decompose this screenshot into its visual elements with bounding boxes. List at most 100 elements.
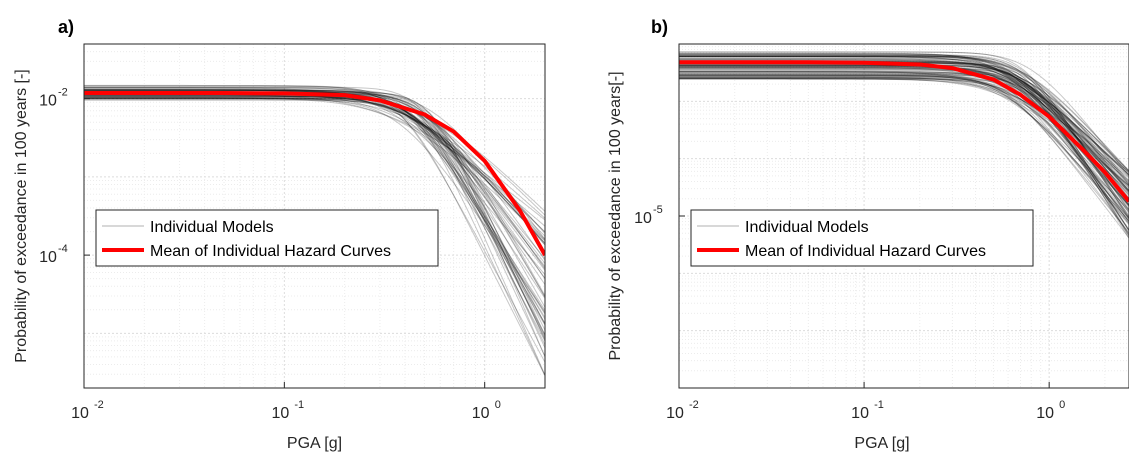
y-tick-exponent: -5 — [653, 204, 663, 216]
individual-model-curve — [679, 74, 1129, 224]
individual-model-curve — [679, 78, 1129, 173]
individual-model-curve — [679, 70, 1129, 199]
legend-label-mean: Mean of Individual Hazard Curves — [745, 243, 986, 260]
individual-model-curve — [679, 70, 1129, 183]
individual-model-curve — [84, 95, 545, 376]
y-tick-label: 10 — [39, 93, 57, 110]
x-axis-label: PGA [g] — [287, 435, 342, 452]
individual-model-curve — [679, 65, 1129, 218]
individual-model-curve — [84, 95, 545, 245]
x-tick-label: 10 — [271, 405, 289, 422]
individual-model-curve — [679, 74, 1129, 231]
individual-model-curve — [84, 95, 545, 269]
legend: Individual Models Mean of Individual Haza… — [95, 209, 439, 267]
y-axis-label: Probability of exceedance in 100 years [… — [13, 69, 30, 363]
individual-model-curve — [84, 96, 545, 339]
x-tick-exponent: 0 — [495, 399, 501, 411]
axes-box — [83, 43, 546, 389]
individual-model-curve — [679, 72, 1129, 235]
individual-model-curve — [679, 78, 1129, 189]
individual-model-curve — [679, 75, 1129, 239]
individual-model-curve — [84, 90, 545, 296]
individual-model-curve — [84, 90, 545, 271]
individual-model-curve — [679, 75, 1129, 226]
individual-model-curve — [679, 69, 1129, 223]
individual-model-curve — [84, 88, 545, 240]
individual-model-curve — [679, 77, 1129, 206]
mean-curve-series — [679, 60, 1129, 203]
individual-model-curve — [679, 66, 1129, 176]
individual-model-curve — [679, 76, 1129, 178]
individual-model-curve — [679, 53, 1129, 194]
individual-model-curve — [679, 55, 1129, 175]
individual-model-curve — [84, 89, 545, 342]
legend-label-individual: Individual Models — [745, 219, 869, 236]
individual-model-curve — [679, 78, 1129, 236]
individual-model-curve — [84, 97, 545, 336]
legend-box — [95, 209, 439, 267]
individual-model-curve — [84, 95, 545, 267]
y-tick-label: 10 — [634, 210, 652, 227]
individual-model-curve — [679, 71, 1129, 234]
individual-model-curve — [84, 86, 545, 349]
panel-label: b) — [651, 17, 668, 37]
y-tick-label: 10 — [39, 249, 57, 266]
mean-hazard-curve — [84, 91, 545, 257]
individual-model-curve — [84, 89, 545, 270]
x-tick-exponent: -2 — [94, 399, 104, 411]
individual-model-curve — [679, 55, 1129, 192]
individual-model-curve — [84, 98, 545, 357]
legend-box — [690, 209, 1034, 267]
individual-model-curve — [679, 54, 1129, 211]
individual-model-curve — [84, 97, 545, 241]
individual-model-curve — [679, 65, 1129, 220]
individual-model-curve — [679, 72, 1129, 214]
x-tick-label: 10 — [71, 405, 89, 422]
individual-model-curve — [679, 76, 1129, 210]
legend-label-individual: Individual Models — [150, 219, 274, 236]
individual-model-curve — [679, 76, 1129, 201]
x-tick-exponent: -1 — [874, 399, 884, 411]
individual-model-curve — [84, 98, 545, 325]
x-axis-label: PGA [g] — [854, 435, 909, 452]
individual-model-curve — [679, 65, 1129, 174]
individual-model-curve — [679, 78, 1129, 187]
individual-model-curve — [84, 96, 545, 308]
individual-models-series — [84, 84, 545, 376]
individual-model-curve — [84, 86, 545, 326]
individual-model-curve — [84, 98, 545, 313]
individual-model-curve — [679, 68, 1129, 186]
individual-model-curve — [84, 97, 545, 264]
x-tick-label: 10 — [1036, 405, 1054, 422]
individual-model-curve — [84, 89, 545, 260]
individual-model-curve — [679, 59, 1129, 173]
grid — [84, 44, 545, 388]
individual-model-curve — [679, 54, 1129, 220]
x-tick-label: 10 — [472, 405, 490, 422]
individual-model-curve — [84, 88, 545, 299]
individual-model-curve — [84, 87, 545, 233]
individual-model-curve — [679, 54, 1129, 188]
y-axis-label: Probability of exceedance in 100 years[-… — [607, 71, 624, 360]
individual-model-curve — [679, 55, 1129, 210]
individual-model-curve — [679, 58, 1129, 192]
individual-model-curve — [679, 56, 1129, 172]
mean-hazard-curve — [679, 60, 1129, 203]
x-tick-exponent: -1 — [294, 399, 304, 411]
individual-model-curve — [679, 67, 1129, 212]
individual-model-curve — [84, 89, 545, 311]
panel-label: a) — [58, 17, 74, 37]
individual-model-curve — [679, 67, 1129, 206]
individual-model-curve — [679, 76, 1129, 219]
individual-model-curve — [679, 66, 1129, 212]
individual-model-curve — [84, 85, 545, 318]
individual-model-curve — [84, 85, 545, 363]
individual-model-curve — [679, 67, 1129, 176]
individual-model-curve — [84, 95, 545, 242]
x-tick-exponent: 0 — [1059, 399, 1065, 411]
individual-model-curve — [84, 97, 545, 246]
individual-model-curve — [679, 58, 1129, 185]
